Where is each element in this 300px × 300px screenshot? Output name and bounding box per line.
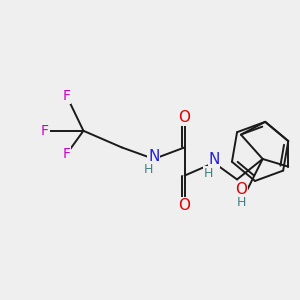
Text: O: O: [178, 110, 190, 125]
Text: H: H: [203, 167, 213, 180]
Text: O: O: [236, 182, 247, 197]
Text: F: F: [63, 147, 71, 161]
Text: H: H: [237, 196, 246, 209]
Text: F: F: [63, 89, 71, 103]
Text: N: N: [148, 148, 160, 164]
Text: O: O: [178, 197, 190, 212]
Text: N: N: [208, 152, 220, 167]
Text: F: F: [41, 124, 49, 138]
Text: H: H: [143, 163, 153, 176]
